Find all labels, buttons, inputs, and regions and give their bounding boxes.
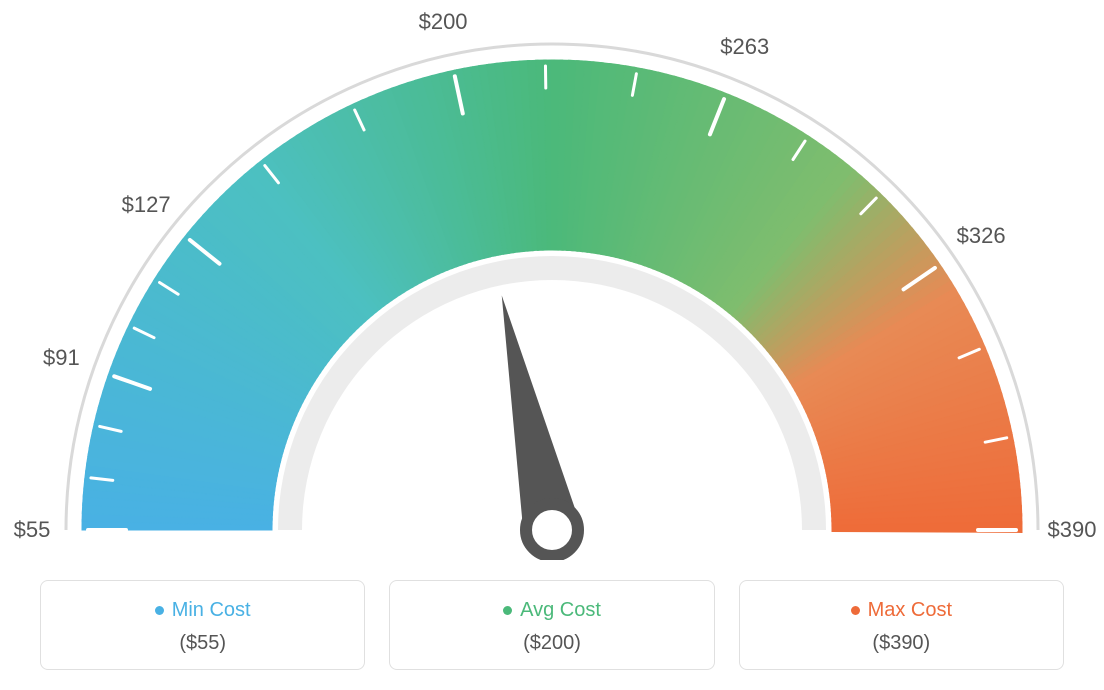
- gauge-tick-label: $55: [14, 517, 51, 543]
- legend-label-min: Min Cost: [172, 599, 251, 622]
- legend-label-avg: Avg Cost: [520, 599, 601, 622]
- legend-value-min: ($55): [51, 632, 354, 655]
- legend-title-max: Max Cost: [851, 599, 952, 622]
- legend-title-avg: Avg Cost: [503, 599, 601, 622]
- gauge-chart: $55 $91 $127 $200 $263 $326 $390: [0, 0, 1104, 560]
- gauge-svg: [0, 0, 1104, 560]
- gauge-tick-label: $326: [957, 223, 1006, 249]
- legend-card-avg: Avg Cost ($200): [389, 580, 714, 670]
- legend-label-max: Max Cost: [868, 599, 952, 622]
- gauge-tick-label: $200: [419, 9, 468, 35]
- gauge-tick-label: $390: [1048, 517, 1097, 543]
- legend-dot-max: [851, 606, 860, 615]
- gauge-tick-label: $91: [43, 345, 80, 371]
- gauge-tick-label: $127: [122, 192, 171, 218]
- legend-dot-avg: [503, 606, 512, 615]
- legend-value-max: ($390): [750, 632, 1053, 655]
- legend-title-min: Min Cost: [155, 599, 251, 622]
- legend-row: Min Cost ($55) Avg Cost ($200) Max Cost …: [40, 580, 1064, 670]
- legend-dot-min: [155, 606, 164, 615]
- legend-value-avg: ($200): [400, 632, 703, 655]
- legend-card-max: Max Cost ($390): [739, 580, 1064, 670]
- gauge-tick-label: $263: [720, 34, 769, 60]
- legend-card-min: Min Cost ($55): [40, 580, 365, 670]
